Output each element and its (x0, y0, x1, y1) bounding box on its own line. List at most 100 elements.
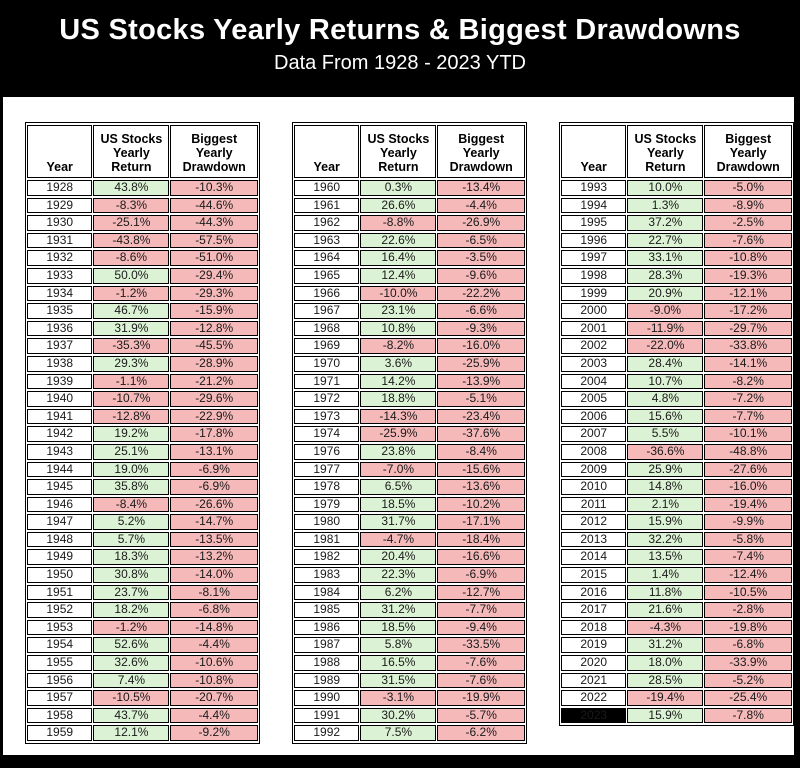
drawdown-cell: -48.8% (704, 443, 792, 460)
return-cell: 14.2% (360, 373, 437, 390)
table-row: 1980 31.7% -17.1% (294, 514, 525, 530)
drawdown-cell: -10.3% (170, 180, 258, 196)
table-header: Year US Stocks Yearly Return Biggest Yea… (27, 125, 258, 178)
year-cell: 1949 (27, 549, 93, 566)
table-row: 1958 43.7% -4.4% (27, 707, 258, 724)
return-cell: 43.8% (93, 180, 170, 196)
drawdown-cell: -6.6% (437, 303, 525, 319)
year-cell: 1958 (27, 707, 93, 724)
return-cell: 28.4% (627, 355, 704, 372)
year-cell: 1985 (294, 602, 360, 618)
year-cell: 1995 (561, 215, 627, 231)
table-row: 2021 28.5% -5.2% (561, 672, 792, 689)
table-row: 1977 -7.0% -15.6% (294, 461, 525, 478)
year-cell: 2020 (561, 655, 627, 671)
column-header-return: US Stocks Yearly Return (360, 125, 437, 178)
table-row: 1932 -8.6% -51.0% (27, 250, 258, 266)
drawdown-cell: -13.1% (170, 443, 258, 460)
year-cell: 1952 (27, 602, 93, 618)
drawdown-cell: -12.1% (704, 285, 792, 302)
year-cell: 1950 (27, 567, 93, 583)
table-row: 2017 21.6% -2.8% (561, 602, 792, 618)
table-row: 1935 46.7% -15.9% (27, 303, 258, 319)
year-cell: 2011 (561, 496, 627, 513)
return-cell: -8.2% (360, 338, 437, 354)
year-cell: 1974 (294, 426, 360, 442)
drawdown-cell: -7.2% (704, 391, 792, 407)
stocks-table-2: Year US Stocks Yearly Return Biggest Yea… (292, 122, 527, 744)
year-cell: 1954 (27, 637, 93, 654)
return-cell: 6.5% (360, 479, 437, 495)
drawdown-cell: -14.0% (170, 567, 258, 583)
drawdown-cell: -57.5% (170, 232, 258, 249)
year-cell: 1977 (294, 461, 360, 478)
return-cell: -25.1% (93, 215, 170, 231)
drawdown-cell: -12.4% (704, 567, 792, 583)
drawdown-cell: -8.1% (170, 584, 258, 601)
year-cell: 1951 (27, 584, 93, 601)
table-row: 1966 -10.0% -22.2% (294, 285, 525, 302)
year-cell: 1980 (294, 514, 360, 530)
table-row: 1955 32.6% -10.6% (27, 655, 258, 671)
table-row: 1949 18.3% -13.2% (27, 549, 258, 566)
drawdown-cell: -9.6% (437, 267, 525, 284)
return-cell: 29.3% (93, 355, 170, 372)
drawdown-cell: -45.5% (170, 338, 258, 354)
return-cell: 23.8% (360, 443, 437, 460)
drawdown-cell: -7.7% (437, 602, 525, 618)
page-title: US Stocks Yearly Returns & Biggest Drawd… (59, 14, 741, 46)
column-header-drawdown: Biggest Yearly Drawdown (704, 125, 792, 178)
table-row: 1997 33.1% -10.8% (561, 250, 792, 266)
drawdown-cell: -6.2% (437, 725, 525, 741)
table-row: 2014 13.5% -7.4% (561, 549, 792, 566)
table-row: 2003 28.4% -14.1% (561, 355, 792, 372)
table-row: 1985 31.2% -7.7% (294, 602, 525, 618)
drawdown-cell: -16.0% (704, 479, 792, 495)
drawdown-cell: -6.8% (704, 637, 792, 654)
year-cell: 1982 (294, 549, 360, 566)
year-cell: 2022 (561, 690, 627, 706)
year-cell: 1946 (27, 496, 93, 513)
table-row: 1939 -1.1% -21.2% (27, 373, 258, 390)
return-cell: -8.6% (93, 250, 170, 266)
drawdown-cell: -13.6% (437, 479, 525, 495)
return-cell: 46.7% (93, 303, 170, 319)
drawdown-cell: -13.4% (437, 180, 525, 196)
column-header-year: Year (27, 125, 93, 178)
drawdown-cell: -26.9% (437, 215, 525, 231)
table-row: 2020 18.0% -33.9% (561, 655, 792, 671)
year-cell: 1957 (27, 690, 93, 706)
table-row: 1948 5.7% -13.5% (27, 531, 258, 548)
table-row: 2002 -22.0% -33.8% (561, 338, 792, 354)
return-cell: -43.8% (93, 232, 170, 249)
drawdown-cell: -12.7% (437, 584, 525, 601)
drawdown-cell: -7.6% (437, 655, 525, 671)
return-cell: 10.8% (360, 320, 437, 337)
table-body: 1960 0.3% -13.4% 1961 26.6% -4.4% 1962 -8.8% -26… (294, 180, 525, 741)
drawdown-cell: -13.5% (170, 531, 258, 548)
table-row: 1995 37.2% -2.5% (561, 215, 792, 231)
table-header: Year US Stocks Yearly Return Biggest Yea… (561, 125, 792, 178)
drawdown-cell: -17.2% (704, 303, 792, 319)
table-row: 1943 25.1% -13.1% (27, 443, 258, 460)
drawdown-cell: -33.8% (704, 338, 792, 354)
drawdown-cell: -13.2% (170, 549, 258, 566)
return-cell: 15.9% (627, 707, 704, 724)
year-cell: 1948 (27, 531, 93, 548)
year-cell: 1934 (27, 285, 93, 302)
year-cell: 1941 (27, 408, 93, 425)
return-cell: 23.1% (360, 303, 437, 319)
return-cell: -7.0% (360, 461, 437, 478)
year-cell: 2017 (561, 602, 627, 618)
return-cell: 10.7% (627, 373, 704, 390)
year-cell: 1971 (294, 373, 360, 390)
year-cell: 2001 (561, 320, 627, 337)
table-row: 1999 20.9% -12.1% (561, 285, 792, 302)
year-cell: 2021 (561, 672, 627, 689)
return-cell: 22.7% (627, 232, 704, 249)
drawdown-cell: -14.1% (704, 355, 792, 372)
return-cell: 10.0% (627, 180, 704, 196)
return-cell: 12.1% (93, 725, 170, 741)
drawdown-cell: -17.1% (437, 514, 525, 530)
